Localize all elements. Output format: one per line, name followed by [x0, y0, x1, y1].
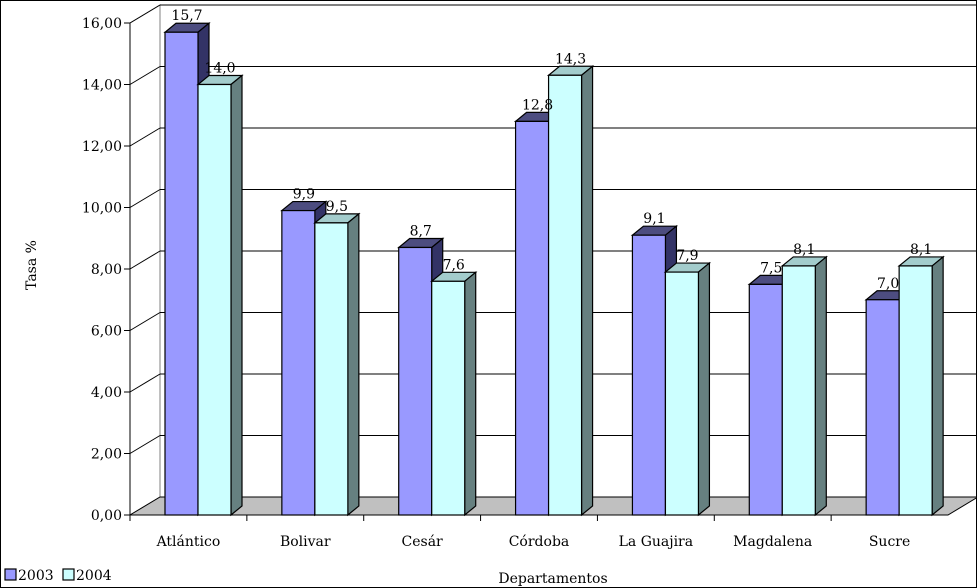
- gridline-depth: [129, 189, 161, 208]
- gridline-depth: [129, 435, 161, 454]
- category-label-1: Bolivar: [280, 534, 331, 550]
- category-label-0: Atlántico: [156, 534, 221, 550]
- y-axis-title: Tasa %: [24, 240, 40, 290]
- data-label-2004-5: 8,1: [793, 242, 815, 258]
- category-label-4: La Guajira: [619, 534, 694, 550]
- data-label-2004-6: 8,1: [910, 242, 932, 258]
- y-tick-label: 10,00: [82, 201, 122, 217]
- gridline-depth: [129, 4, 161, 24]
- bar-2003-1: [281, 209, 316, 516]
- bar-2004-6: [898, 265, 933, 516]
- bar-2003-5: [748, 283, 783, 516]
- bar-side-2004-3: [580, 65, 594, 517]
- bar-2004-5: [781, 265, 816, 516]
- y-tick-label: 14,00: [82, 78, 122, 94]
- bar-side-2004-0: [230, 74, 243, 517]
- data-label-2003-1: 9,9: [293, 187, 315, 203]
- bar-2004-3: [547, 74, 583, 516]
- bar-2004-0: [197, 83, 232, 516]
- legend-label-2004: 2004: [76, 568, 112, 584]
- data-label-2004-2: 7,6: [443, 257, 465, 273]
- data-label-2003-4: 9,1: [643, 211, 665, 227]
- legend: 2003 2004: [4, 568, 112, 584]
- legend-swatch-2003: [4, 568, 17, 581]
- bars: [163, 21, 945, 517]
- bar-side-2004-2: [464, 271, 477, 517]
- category-label-6: Sucre: [869, 534, 910, 550]
- data-label-2004-1: 9,5: [326, 199, 348, 215]
- data-label-2004-0: 14,0: [204, 61, 235, 77]
- y-tick-label: 16,00: [82, 16, 122, 32]
- gridline-depth: [129, 312, 161, 331]
- y-tick-label: 6,00: [91, 324, 122, 340]
- y-tick-label: 0,00: [91, 508, 122, 524]
- bar-2004-2: [431, 280, 466, 516]
- data-label-2003-0: 15,7: [171, 8, 202, 24]
- gridline-depth: [129, 250, 161, 270]
- bar-2004-1: [314, 222, 349, 516]
- bar-side-2004-4: [697, 261, 711, 517]
- category-label-2: Cesár: [402, 534, 444, 550]
- data-labels: 15,7 14,0 9,9 9,5 8,7 7,6 12,8 14,3 9,1 7,9 7,5 8,1…: [171, 8, 932, 292]
- data-label-2004-4: 7,9: [676, 248, 698, 264]
- y-tick-label: 2,00: [91, 447, 122, 463]
- bar-2003-4: [631, 234, 667, 516]
- bar-side-2004-5: [814, 255, 827, 517]
- category-label-5: Magdalena: [733, 534, 812, 550]
- axes: 0,00 2,00 4,00 6,00 8,00 10,00 12,00 14,00 16,00…: [24, 16, 948, 587]
- data-label-2003-2: 8,7: [410, 223, 432, 239]
- data-label-2003-6: 7,0: [877, 276, 899, 292]
- y-tick-label: 12,00: [82, 139, 122, 155]
- y-tick-label: 4,00: [91, 385, 122, 401]
- bar-2003-3: [514, 120, 550, 516]
- category-label-3: Córdoba: [509, 534, 570, 550]
- y-tick-label: 8,00: [91, 262, 122, 278]
- legend-swatch-2004: [62, 568, 75, 581]
- gridline-depth: [129, 66, 161, 85]
- bar-2004-4: [664, 271, 700, 516]
- bar-side-2004-1: [347, 212, 360, 517]
- bar-2003-0: [164, 31, 199, 516]
- bar-2003-6: [865, 299, 900, 516]
- gridline-depth: [129, 373, 161, 393]
- legend-label-2003: 2003: [18, 568, 54, 584]
- bar-2003-2: [398, 246, 433, 516]
- data-label-2004-3: 14,3: [555, 51, 586, 67]
- data-label-2003-3: 12,8: [522, 97, 553, 113]
- bar-side-2004-6: [931, 255, 944, 517]
- x-axis-title: Departamentos: [498, 571, 607, 587]
- gridline-depth: [129, 127, 161, 147]
- data-label-2003-5: 7,5: [760, 260, 782, 276]
